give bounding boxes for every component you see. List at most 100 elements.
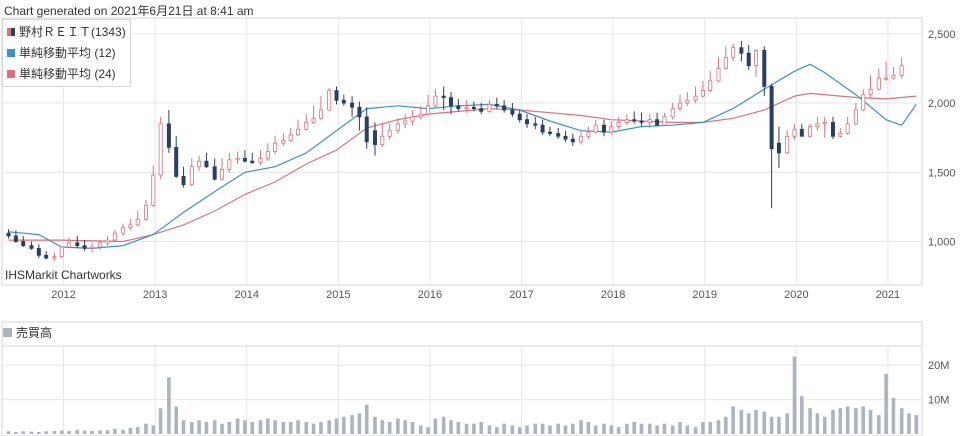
candle-up [59, 246, 64, 259]
candle-body [189, 166, 194, 186]
candle-body [708, 80, 713, 91]
candle-up [105, 235, 110, 246]
volume-bar [44, 431, 48, 434]
candle-down [456, 98, 461, 112]
candle-down [769, 83, 774, 209]
candle-body [36, 247, 41, 256]
candle-body [258, 158, 263, 163]
candle-body [586, 131, 591, 137]
candle-body [327, 90, 332, 111]
candle-body [716, 68, 721, 82]
candle-up [464, 100, 469, 113]
candle-up [380, 122, 385, 148]
x-tick-label: 2016 [418, 289, 442, 301]
candle-up [197, 155, 202, 171]
candle-body [655, 119, 660, 126]
candle-down [494, 97, 499, 109]
volume-bar [135, 427, 140, 434]
candle-body [861, 94, 866, 111]
volume-bar [510, 425, 515, 434]
candle-body [487, 104, 492, 112]
x-tick-label: 2021 [876, 289, 900, 301]
volume-bar [273, 420, 277, 434]
volume-bar [281, 421, 286, 434]
candle-up [716, 57, 721, 83]
volume-bar [769, 416, 774, 434]
candle-up [579, 130, 584, 145]
candle-down [204, 152, 209, 169]
candle-down [75, 235, 80, 249]
candle-up [853, 103, 858, 126]
candle-up [678, 94, 683, 112]
y-tick-label: 2,000 [928, 98, 956, 110]
sma24-legend-icon [7, 69, 15, 78]
candle-up [387, 123, 392, 140]
candle-down [799, 123, 804, 137]
volume-bar [548, 425, 552, 434]
volume-bar [334, 418, 339, 434]
candle-body [250, 160, 255, 163]
candle-body [601, 124, 606, 133]
candle-body [105, 239, 110, 244]
candle-up [273, 136, 278, 155]
candle-body [67, 242, 72, 248]
candle-body [822, 122, 827, 125]
candle-body [341, 99, 346, 104]
candle-body [75, 242, 80, 247]
candle-down [525, 114, 530, 128]
candle-down [746, 44, 751, 70]
candle-body [494, 104, 499, 107]
candle-up [296, 119, 301, 137]
volume-bar [418, 425, 423, 434]
volume-bar [304, 421, 309, 434]
candle-down [502, 100, 507, 113]
candle-body [845, 123, 850, 134]
candle-up [670, 103, 675, 120]
legend-item-price[interactable]: 野村ＲＥＩＴ(1343) [7, 23, 126, 41]
candle-body [273, 142, 278, 152]
candle-up [723, 46, 728, 70]
volume-bar [90, 430, 94, 434]
volume-bar [854, 408, 858, 434]
candle-body [433, 95, 438, 107]
candle-body [334, 90, 339, 101]
volume-bar [456, 421, 461, 434]
candle-down [364, 107, 369, 149]
candle-up [189, 158, 194, 187]
sma12-line [8, 63, 917, 250]
candle-up [311, 105, 316, 124]
volume-bar [746, 413, 751, 434]
volume-bar [441, 416, 446, 434]
candle-body [143, 205, 148, 220]
volume-bar [815, 413, 820, 434]
volume-bar [616, 427, 621, 434]
candle-body [403, 120, 408, 125]
volume-bar [708, 421, 713, 434]
volume-bar [571, 423, 575, 434]
candle-up [586, 126, 591, 140]
legend-item-sma24[interactable]: 単純移動平均 (24) [7, 65, 116, 83]
candle-up [89, 242, 94, 253]
candle-body [59, 246, 64, 258]
candle-up [67, 237, 72, 249]
candle-up [815, 116, 820, 131]
volume-y-tick-label: 20M [928, 360, 949, 372]
sma12-layer [8, 63, 917, 250]
candle-body [639, 120, 644, 123]
candle-down [533, 116, 538, 130]
watermark: IHSMarkit Chartworks [5, 268, 122, 282]
volume-bar [266, 418, 270, 434]
legend-item-sma12[interactable]: 単純移動平均 (12) [7, 44, 116, 62]
volume-bar [495, 427, 499, 434]
volume-bar [593, 425, 598, 434]
volume-bar [662, 423, 667, 434]
candle-down [13, 230, 18, 243]
candle-body [112, 232, 117, 241]
candle-body [479, 108, 484, 112]
candle-down [739, 40, 744, 62]
candle-up [143, 199, 148, 221]
candle-body [876, 77, 881, 90]
volume-bar [899, 408, 904, 434]
candle-body [799, 128, 804, 137]
